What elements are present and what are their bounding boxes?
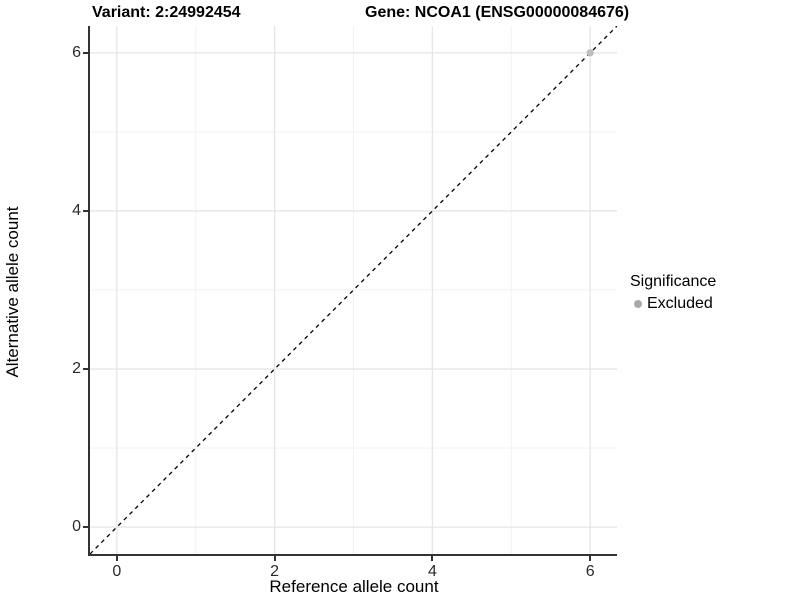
legend-item-label: Excluded (647, 295, 713, 312)
x-tick-mark (589, 556, 592, 561)
data-point-excluded (586, 49, 594, 57)
plot-title-gene: Gene: NCOA1 (ENSG00000084676) (365, 4, 630, 21)
y-tick-mark (83, 368, 88, 371)
x-tick-label: 0 (112, 563, 122, 580)
excluded-point-icon (634, 300, 642, 308)
plot-canvas (90, 26, 617, 554)
y-tick-label: 2 (72, 360, 81, 378)
y-tick-mark (83, 526, 88, 529)
legend-item-excluded: Excluded (634, 295, 716, 313)
y-tick-mark (83, 51, 88, 54)
legend: Significance Excluded (630, 273, 716, 313)
y-tick-label: 0 (72, 518, 81, 536)
plot-panel (88, 26, 617, 556)
x-tick-label: 6 (585, 563, 595, 580)
x-tick-label: 4 (427, 563, 437, 580)
plot-title-variant: Variant: 2:24992454 (92, 4, 241, 21)
x-tick-label: 2 (270, 563, 280, 580)
y-tick-label: 4 (72, 201, 81, 219)
x-tick-mark (273, 556, 276, 561)
y-tick-label: 6 (72, 43, 81, 61)
x-tick-mark (115, 556, 118, 561)
y-axis-title: Alternative allele count (3, 206, 22, 378)
y-tick-mark (83, 209, 88, 212)
x-axis-title: Reference allele count (269, 577, 439, 596)
x-tick-mark (431, 556, 434, 561)
legend-title: Significance (630, 273, 717, 290)
